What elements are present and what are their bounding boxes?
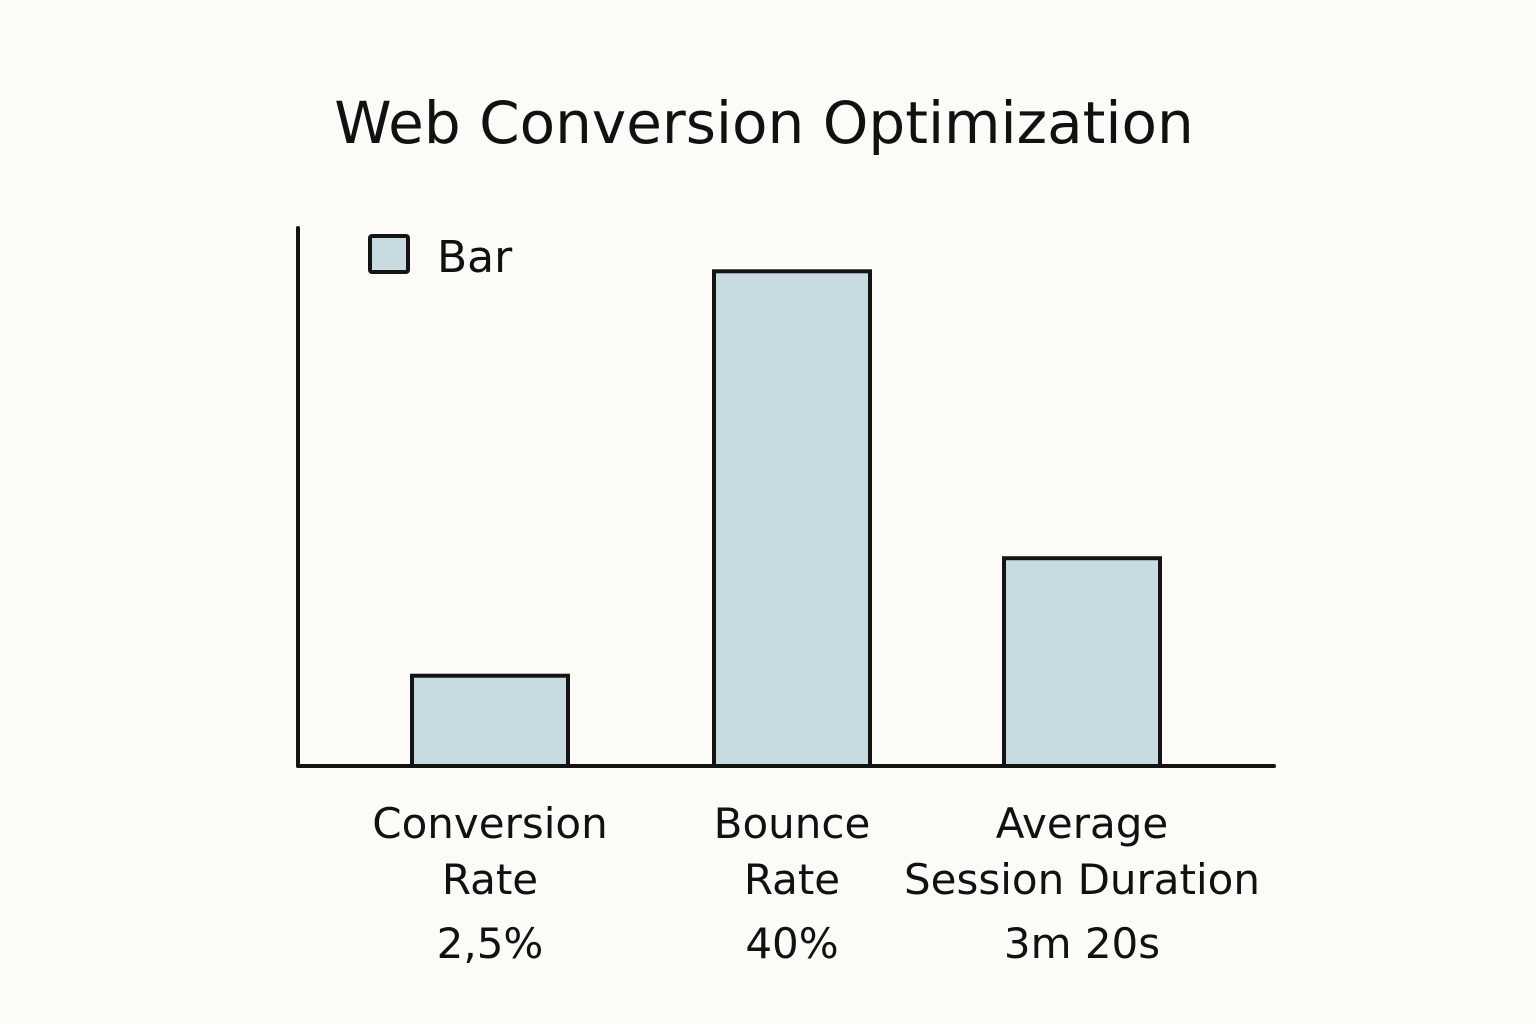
value-label-2: 40% [745, 919, 838, 968]
category-label-3-line-1: Average [996, 799, 1168, 848]
chart-title: Web Conversion Optimization [334, 89, 1194, 157]
category-labels: Conversion Rate 2,5% Bounce Rate 40% Average Se… [372, 799, 1260, 968]
bar-1 [410, 673, 570, 769]
category-label-2-line-2: Rate [744, 855, 840, 904]
category-label-3-line-2: Session Duration [904, 855, 1260, 904]
bar-3 [1002, 556, 1162, 769]
legend: Bar [368, 232, 513, 283]
category-label-1-line-1: Conversion [372, 799, 607, 848]
bar-2 [712, 269, 872, 768]
legend-label: Bar [437, 232, 513, 283]
bars [410, 269, 1162, 769]
value-label-3: 3m 20s [1004, 919, 1160, 968]
category-label-1-line-2: Rate [442, 855, 538, 904]
legend-swatch [368, 234, 410, 274]
value-label-1: 2,5% [437, 919, 544, 968]
category-label-2-line-1: Bounce [714, 799, 871, 848]
